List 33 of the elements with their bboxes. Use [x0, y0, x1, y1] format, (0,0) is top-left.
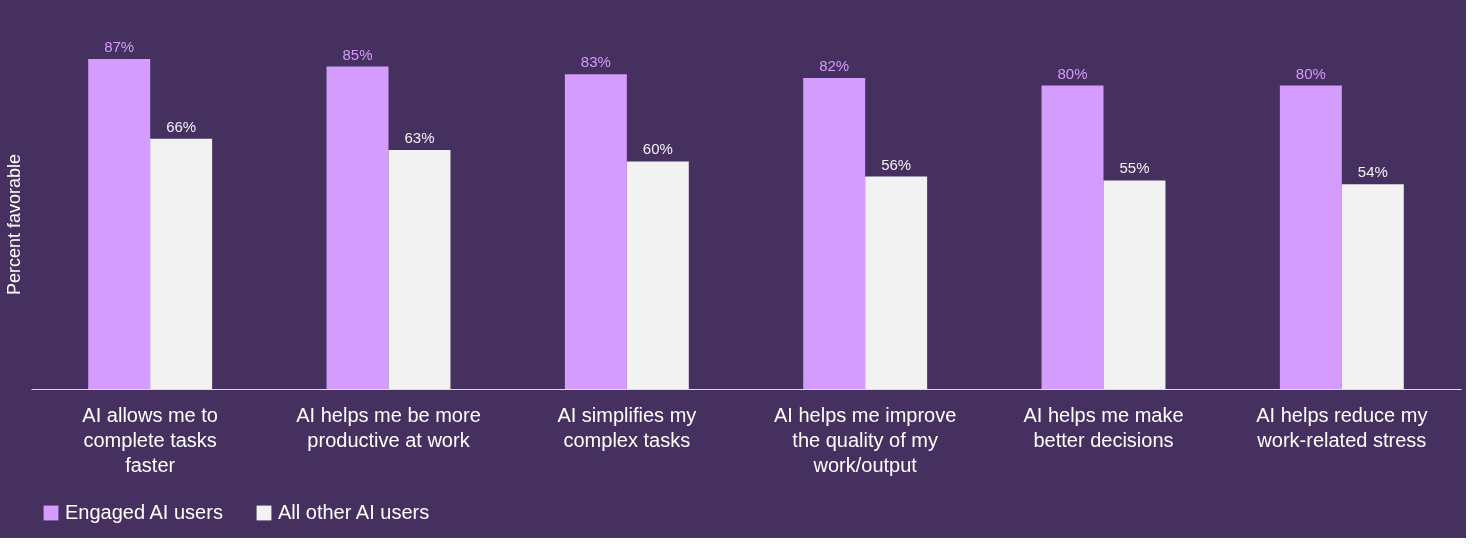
- bar: [388, 150, 451, 389]
- x-tick-label: AI helps me improve the quality of my work/output: [774, 403, 957, 476]
- data-label: 87%: [104, 38, 135, 55]
- data-label: 82%: [819, 56, 850, 74]
- bar: [803, 77, 866, 389]
- data-label: 56%: [881, 155, 912, 173]
- legend-label: Engaged AI users: [65, 501, 223, 523]
- x-tick-label: AI helps me make better decisions: [1023, 403, 1184, 451]
- y-axis-title: Percent favorable: [3, 153, 24, 296]
- data-label: 60%: [642, 140, 673, 158]
- bar: [1103, 180, 1166, 389]
- bar: [150, 138, 213, 389]
- data-label: 55%: [1119, 159, 1150, 177]
- x-tick-label: AI allows me to complete tasks faster: [82, 403, 218, 476]
- legend-label: All other AI users: [278, 501, 430, 523]
- bar: [1341, 184, 1404, 389]
- data-label: 83%: [580, 53, 611, 71]
- data-label: 66%: [166, 117, 197, 135]
- x-tick-label: AI simplifies my complex tasks: [557, 403, 697, 451]
- x-tick-label: AI helps reduce my work-related stress: [1256, 403, 1428, 451]
- data-label: 80%: [1295, 64, 1326, 82]
- data-label: 80%: [1057, 64, 1088, 82]
- bar: [626, 161, 689, 389]
- bar: [865, 176, 928, 389]
- x-tick-label: AI helps me be more productive at work: [296, 403, 481, 451]
- bar: [88, 59, 151, 389]
- bar: [1279, 85, 1342, 389]
- data-label: 63%: [404, 129, 435, 147]
- data-label: 54%: [1357, 163, 1388, 181]
- bar: [564, 74, 627, 389]
- data-label: 85%: [342, 45, 373, 63]
- bar: [326, 66, 389, 389]
- bar: [1041, 85, 1104, 389]
